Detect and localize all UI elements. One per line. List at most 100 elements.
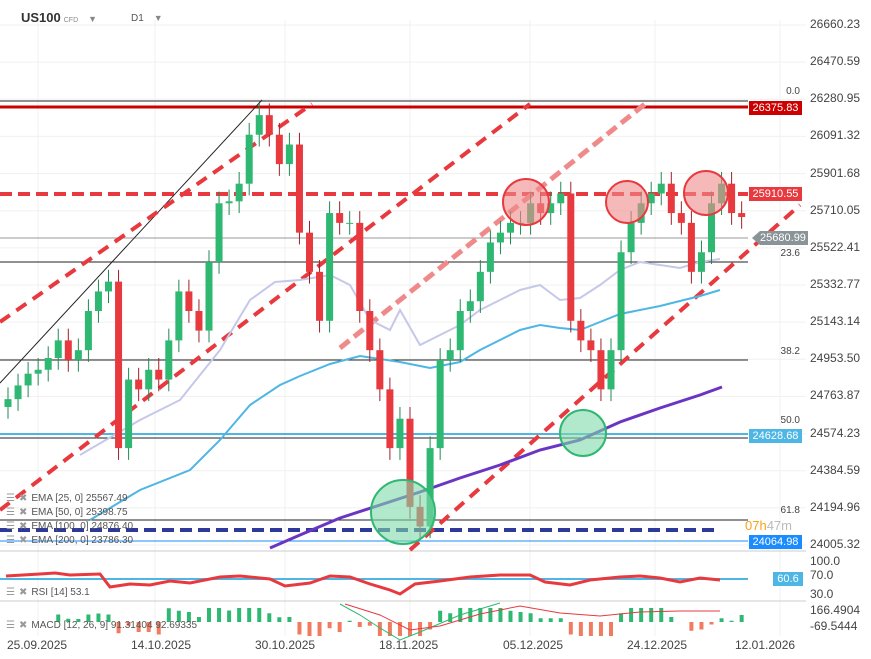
candle-bearish[interactable] <box>135 379 143 390</box>
candle-bearish[interactable] <box>567 193 575 321</box>
candle-bullish[interactable] <box>165 340 173 380</box>
candle-bearish[interactable] <box>597 350 605 390</box>
candle-bearish[interactable] <box>356 222 364 312</box>
close-icon[interactable]: ✖ <box>18 507 28 518</box>
candle-bearish[interactable] <box>687 222 695 272</box>
candle-bearish[interactable] <box>275 134 283 165</box>
menu-icon[interactable]: ☰ <box>6 620 15 631</box>
indicator-ema-25[interactable]: ☰ ✖ EMA [25, 0] 25567.49 <box>6 493 128 504</box>
indicator-rsi[interactable]: ☰ ✖ RSI [14] 53.1 <box>6 587 90 598</box>
candle-bullish[interactable] <box>446 350 454 360</box>
candle-bearish[interactable] <box>265 115 273 135</box>
candle-bullish[interactable] <box>215 203 223 263</box>
trend-line-thin[interactable] <box>0 99 263 384</box>
candle-bullish[interactable] <box>255 115 263 135</box>
candle-bullish[interactable] <box>697 252 705 272</box>
menu-icon[interactable]: ☰ <box>6 521 15 532</box>
candle-bullish[interactable] <box>24 373 32 386</box>
channel-dashed-line[interactable] <box>0 102 314 324</box>
candle-bearish[interactable] <box>195 311 203 331</box>
close-icon[interactable]: ✖ <box>18 535 28 546</box>
candle-bullish[interactable] <box>326 213 334 321</box>
candle-bullish[interactable] <box>496 232 504 243</box>
candle-bearish[interactable] <box>577 320 585 341</box>
candle-bullish[interactable] <box>14 385 22 400</box>
highlight-circle-green[interactable] <box>559 409 607 457</box>
ema-100-line[interactable] <box>269 385 723 550</box>
candle-bearish[interactable] <box>316 271 324 321</box>
candle-bullish[interactable] <box>436 359 444 449</box>
candle-bullish[interactable] <box>627 222 635 253</box>
candle-bullish[interactable] <box>476 271 484 302</box>
candle-bearish[interactable] <box>677 213 685 223</box>
candle-bullish[interactable] <box>547 203 555 214</box>
candle-bullish[interactable] <box>225 201 233 204</box>
menu-icon[interactable]: ☰ <box>6 535 15 546</box>
indicator-ema-50[interactable]: ☰ ✖ EMA [50, 0] 25398.75 <box>6 507 128 518</box>
candle-bullish[interactable] <box>125 379 133 449</box>
candle-bearish[interactable] <box>386 389 394 449</box>
candle-bullish[interactable] <box>285 144 293 165</box>
candle-bullish[interactable] <box>205 262 213 331</box>
candle-bullish[interactable] <box>84 311 92 351</box>
candle-bullish[interactable] <box>245 134 253 184</box>
candle-bearish[interactable] <box>295 144 303 233</box>
menu-icon[interactable]: ☰ <box>6 587 15 598</box>
close-icon[interactable]: ✖ <box>18 521 28 532</box>
candle-bearish[interactable] <box>336 213 344 223</box>
candle-bullish[interactable] <box>557 193 565 204</box>
timeframe-selector[interactable]: D1 ▼ <box>131 13 163 24</box>
candle-bearish[interactable] <box>366 311 374 351</box>
menu-icon[interactable]: ☰ <box>6 493 15 504</box>
highlight-circle-red[interactable] <box>683 170 729 216</box>
candle-bearish[interactable] <box>738 213 746 217</box>
candle-bearish[interactable] <box>185 291 193 312</box>
candle-bearish[interactable] <box>667 183 675 214</box>
menu-icon[interactable]: ☰ <box>6 507 15 518</box>
indicator-macd[interactable]: ☰ ✖ MACD [12, 26, 9] 91.31404 92.69335 <box>6 620 198 631</box>
close-icon[interactable]: ✖ <box>18 620 28 631</box>
candle-bearish[interactable] <box>155 369 163 380</box>
candle-bullish[interactable] <box>54 340 62 359</box>
candle-bullish[interactable] <box>94 291 102 312</box>
candle-bullish[interactable] <box>617 252 625 351</box>
close-icon[interactable]: ✖ <box>18 587 28 598</box>
candle-bearish[interactable] <box>728 183 736 214</box>
candle-bullish[interactable] <box>74 350 82 360</box>
candle-bearish[interactable] <box>587 340 595 351</box>
highlight-circle-red[interactable] <box>605 180 649 224</box>
ema-25-line[interactable] <box>79 258 721 456</box>
channel-dashed-line[interactable] <box>408 203 802 552</box>
channel-dashed-line[interactable] <box>0 102 532 512</box>
candle-bullish[interactable] <box>175 291 183 341</box>
candle-bullish[interactable] <box>466 301 474 312</box>
candle-bullish[interactable] <box>657 183 665 194</box>
candle-bullish[interactable] <box>34 369 42 374</box>
candle-bullish[interactable] <box>235 183 243 202</box>
candle-bullish[interactable] <box>426 448 434 527</box>
candle-bearish[interactable] <box>376 350 384 390</box>
candle-bullish[interactable] <box>145 369 153 390</box>
channel-dashed-line-light[interactable] <box>338 102 647 350</box>
candle-bullish[interactable] <box>396 418 404 449</box>
candle-bullish[interactable] <box>456 311 464 351</box>
indicator-ema-200[interactable]: ☰ ✖ EMA [200, 0] 23786.30 <box>6 535 134 546</box>
candle-bullish[interactable] <box>486 242 494 272</box>
highlight-circle-red[interactable] <box>502 178 550 226</box>
candle-bullish[interactable] <box>105 281 112 292</box>
candle-bullish[interactable] <box>44 358 52 370</box>
ema-50-line[interactable] <box>89 289 721 521</box>
candle-bearish[interactable] <box>406 418 414 507</box>
candle-bearish[interactable] <box>306 232 313 272</box>
symbol-selector[interactable]: US100 CFD ▼ <box>21 10 97 25</box>
candle-bullish[interactable] <box>507 222 514 233</box>
candle-bullish[interactable] <box>346 222 354 224</box>
candle-bearish[interactable] <box>115 281 123 449</box>
close-icon[interactable]: ✖ <box>18 493 28 504</box>
candle-bullish[interactable] <box>4 399 12 407</box>
highlight-circle-green[interactable] <box>370 479 436 545</box>
candle-bullish[interactable] <box>708 203 715 253</box>
candle-bearish[interactable] <box>64 340 72 360</box>
candle-bullish[interactable] <box>647 193 655 204</box>
